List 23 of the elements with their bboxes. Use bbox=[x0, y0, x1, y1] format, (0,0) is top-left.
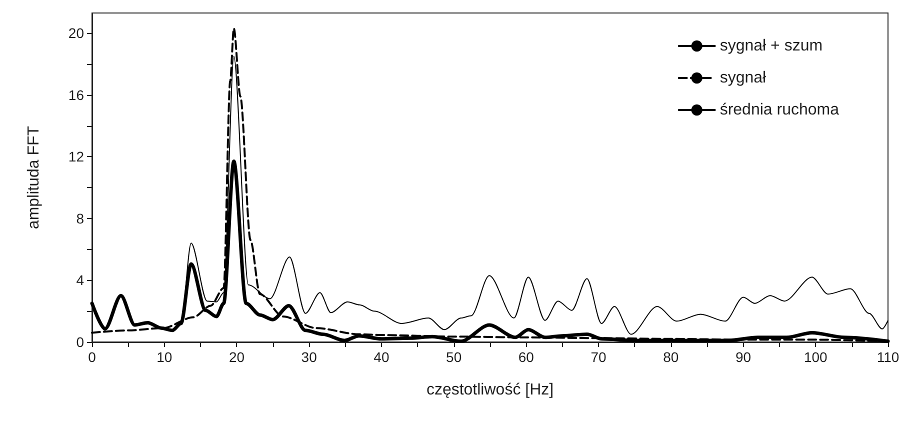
x-tick-label: 70 bbox=[590, 349, 607, 365]
x-tick-label: 10 bbox=[156, 349, 172, 365]
y-tick-label: 12 bbox=[68, 148, 84, 165]
x-tick-label: 90 bbox=[735, 349, 752, 365]
x-tick-label: 110 bbox=[876, 349, 900, 365]
x-tick-label: 80 bbox=[663, 349, 679, 365]
x-tick-label: 60 bbox=[518, 349, 534, 365]
y-tick-label: 16 bbox=[68, 86, 84, 103]
x-tick-label: 50 bbox=[446, 349, 462, 365]
x-tick-label: 0 bbox=[88, 349, 96, 365]
y-axis-title: amplituda FFT bbox=[26, 126, 42, 230]
y-tick-label: 4 bbox=[76, 272, 84, 288]
x-axis-title: częstotliwość [Hz] bbox=[426, 382, 554, 398]
legend-label: średnia ruchoma bbox=[720, 102, 840, 118]
legend-label: sygnał bbox=[720, 70, 767, 86]
y-tick-label: 8 bbox=[76, 210, 84, 226]
x-tick-label: 20 bbox=[228, 349, 245, 365]
x-tick-label: 40 bbox=[374, 349, 390, 365]
y-tick-label: 0 bbox=[76, 334, 84, 350]
legend-label: sygnał + szum bbox=[720, 38, 823, 54]
y-tick-label: 20 bbox=[68, 25, 84, 42]
x-tick-label: 100 bbox=[804, 349, 828, 365]
x-tick-label: 30 bbox=[301, 349, 318, 365]
